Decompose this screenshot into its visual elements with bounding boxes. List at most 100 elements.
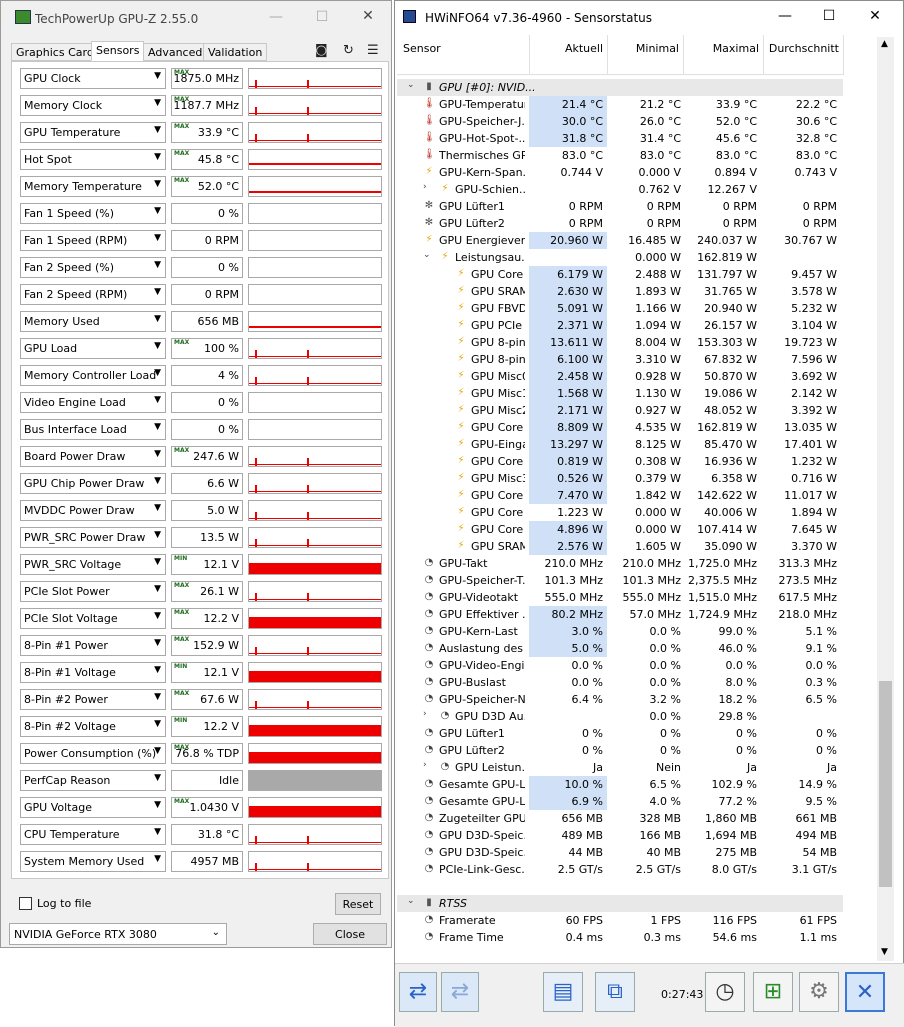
- sensor-row[interactable]: ⚡ GPU Core (N... 1.223 W 0.000 W 40.006 W 1.8…: [397, 504, 843, 521]
- scroll-down-icon[interactable]: ▼: [881, 947, 888, 957]
- log-to-file[interactable]: Log to file: [19, 896, 139, 912]
- sensor-name-dropdown[interactable]: Hot Spot ▼: [20, 149, 166, 170]
- sensor-row[interactable]: ◔ Auslastung des ... 5.0 % 0.0 % 46.0 % 9.1 %: [397, 640, 843, 657]
- add-log-icon[interactable]: ⊞: [753, 972, 793, 1012]
- sensor-row[interactable]: ⚡ GPU Core (N... 8.809 W 4.535 W 162.819 W 13…: [397, 419, 843, 436]
- expand-icon[interactable]: ›: [423, 760, 427, 770]
- sensor-row[interactable]: ⚡ GPU 8-pin #... 6.100 W 3.310 W 67.832 W 7.5…: [397, 351, 843, 368]
- sensor-name-dropdown[interactable]: Bus Interface Load ▼: [20, 419, 166, 440]
- sensor-row[interactable]: › ◔ GPU Leistun... Ja Nein Ja Ja: [397, 759, 843, 776]
- sensor-name-dropdown[interactable]: Fan 2 Speed (RPM) ▼: [20, 284, 166, 305]
- nav-arrows-icon[interactable]: ⇄: [399, 972, 437, 1012]
- sensor-name-dropdown[interactable]: PCIe Slot Voltage ▼: [20, 608, 166, 629]
- tab-sensors[interactable]: Sensors: [91, 41, 145, 61]
- sensor-name-dropdown[interactable]: GPU Temperature ▼: [20, 122, 166, 143]
- close-sensors-icon[interactable]: ✕: [845, 972, 885, 1012]
- sensor-row[interactable]: ◔ GPU Lüfter1 0 % 0 % 0 % 0 %: [397, 725, 843, 742]
- report-icon[interactable]: ▤: [543, 972, 583, 1012]
- nav-arrows-disabled-icon[interactable]: ⇄: [441, 972, 479, 1012]
- sensor-row[interactable]: ◔ GPU-Speicher-N... 6.4 % 3.2 % 18.2 % 6.5 %: [397, 691, 843, 708]
- sensor-row[interactable]: ✻ GPU Lüfter2 0 RPM 0 RPM 0 RPM 0 RPM: [397, 215, 843, 232]
- sensor-row[interactable]: ◔ GPU Effektiver ... 80.2 MHz 57.0 MHz 1,724…: [397, 606, 843, 623]
- sensor-row[interactable]: 🌡 GPU-Temperatur 21.4 °C 21.2 °C 33.9 °C 22.2…: [397, 96, 843, 113]
- sensor-row[interactable]: ⚡ GPU PCIe +... 2.371 W 1.094 W 26.157 W 3.10…: [397, 317, 843, 334]
- sensor-row[interactable]: ⚡ GPU Core (N... 4.896 W 0.000 W 107.414 W 7.…: [397, 521, 843, 538]
- sensor-row[interactable]: › ⚡ GPU-Schien... 0.762 V 12.267 V: [397, 181, 843, 198]
- sensor-row[interactable]: ⚡ GPU Core (N... 7.470 W 1.842 W 142.622 W 11…: [397, 487, 843, 504]
- sensor-row[interactable]: ◔ Framerate 60 FPS 1 FPS 116 FPS 61 FPS: [397, 912, 843, 929]
- sensor-row[interactable]: › ◔ GPU D3D Au... 0.0 % 29.8 %: [397, 708, 843, 725]
- minimize-icon[interactable]: —: [269, 9, 283, 25]
- collapse-icon[interactable]: ⌄: [423, 250, 431, 260]
- sensor-name-dropdown[interactable]: CPU Temperature ▼: [20, 824, 166, 845]
- sensor-name-dropdown[interactable]: 8-Pin #2 Power ▼: [20, 689, 166, 710]
- sensor-name-dropdown[interactable]: 8-Pin #1 Power ▼: [20, 635, 166, 656]
- expand-icon[interactable]: ›: [423, 709, 427, 719]
- sensor-row[interactable]: ◔ GPU-Takt 210.0 MHz 210.0 MHz 1,725.0 MHz 31…: [397, 555, 843, 572]
- header-minimal[interactable]: Minimal: [635, 42, 679, 55]
- sensor-row[interactable]: ⚡ GPU 8-pin #... 13.611 W 8.004 W 153.303 W 1…: [397, 334, 843, 351]
- sensor-row[interactable]: ◔ Zugeteilter GPU... 656 MB 328 MB 1,860 MB 6…: [397, 810, 843, 827]
- sensor-row[interactable]: ⚡ GPU Core (N... 6.179 W 2.488 W 131.797 W 9.…: [397, 266, 843, 283]
- sensor-name-dropdown[interactable]: 8-Pin #1 Voltage ▼: [20, 662, 166, 683]
- maximize-icon[interactable]: ☐: [315, 9, 329, 25]
- network-icon[interactable]: ⧉: [595, 972, 635, 1012]
- sensor-row[interactable]: ⚡ GPU Misc3 Ei... 0.526 W 0.379 W 6.358 W 0.7…: [397, 470, 843, 487]
- settings-gear-icon[interactable]: ⚙: [799, 972, 839, 1012]
- maximize-icon[interactable]: ☐: [822, 8, 836, 24]
- sensor-row[interactable]: ⚡ GPU Core (N... 0.819 W 0.308 W 16.936 W 1.2…: [397, 453, 843, 470]
- sensor-group[interactable]: ⌄ ▮ GPU [#0]: NVID...: [397, 79, 843, 96]
- sensor-row[interactable]: ◔ GPU D3D-Speic... 489 MB 166 MB 1,694 MB 494…: [397, 827, 843, 844]
- sensor-row[interactable]: ⚡ GPU-Kern-Span... 0.744 V 0.000 V 0.894 V 0.…: [397, 164, 843, 181]
- sensor-name-dropdown[interactable]: Memory Used ▼: [20, 311, 166, 332]
- close-icon[interactable]: ✕: [362, 8, 374, 24]
- sensor-row[interactable]: ◔ GPU-Videotakt 555.0 MHz 555.0 MHz 1,515.0 …: [397, 589, 843, 606]
- sensor-name-dropdown[interactable]: GPU Clock ▼: [20, 68, 166, 89]
- scroll-up-icon[interactable]: ▲: [881, 39, 888, 49]
- sensor-row[interactable]: ◔ GPU-Buslast 0.0 % 0.0 % 8.0 % 0.3 %: [397, 674, 843, 691]
- sensor-name-dropdown[interactable]: Video Engine Load ▼: [20, 392, 166, 413]
- scroll-thumb[interactable]: [879, 681, 892, 887]
- sensor-row[interactable]: ◔ GPU Lüfter2 0 % 0 % 0 % 0 %: [397, 742, 843, 759]
- sensor-row[interactable]: 🌡 GPU-Hot-Spot-... 31.8 °C 31.4 °C 45.6 °C 32…: [397, 130, 843, 147]
- close-button[interactable]: Close: [313, 923, 387, 945]
- sensor-row[interactable]: ◔ GPU D3D-Speic... 44 MB 40 MB 275 MB 54 MB: [397, 844, 843, 861]
- reset-button[interactable]: Reset: [335, 893, 381, 915]
- sensor-name-dropdown[interactable]: PWR_SRC Voltage ▼: [20, 554, 166, 575]
- collapse-icon[interactable]: ⌄: [407, 80, 415, 90]
- tab-validation[interactable]: Validation: [203, 43, 268, 61]
- sensor-row[interactable]: ◔ Gesamte GPU-L... 6.9 % 4.0 % 77.2 % 9.5 %: [397, 793, 843, 810]
- sensor-row[interactable]: ◔ GPU-Kern-Last 3.0 % 0.0 % 99.0 % 5.1 %: [397, 623, 843, 640]
- sensor-name-dropdown[interactable]: GPU Voltage ▼: [20, 797, 166, 818]
- tab-graphics-card[interactable]: Graphics Card: [11, 43, 99, 61]
- camera-icon[interactable]: ◙: [315, 43, 328, 58]
- tab-advanced[interactable]: Advanced: [143, 43, 208, 61]
- sensor-row[interactable]: ◔ GPU-Video-Engi... 0.0 % 0.0 % 0.0 % 0.0 %: [397, 657, 843, 674]
- sensor-row[interactable]: ⚡ GPU SRAM E... 2.630 W 1.893 W 31.765 W 3.57…: [397, 283, 843, 300]
- sensor-row[interactable]: ⚡ GPU-Eingan... 13.297 W 8.125 W 85.470 W 17.…: [397, 436, 843, 453]
- minimize-icon[interactable]: —: [778, 8, 792, 24]
- close-icon[interactable]: ✕: [869, 8, 881, 24]
- gpu-select[interactable]: NVIDIA GeForce RTX 3080 ⌄: [9, 923, 227, 945]
- sensor-row[interactable]: ⚡ GPU SRAM ... 2.576 W 1.605 W 35.090 W 3.370…: [397, 538, 843, 555]
- sensor-name-dropdown[interactable]: GPU Chip Power Draw ▼: [20, 473, 166, 494]
- sensor-row[interactable]: ◔ Gesamte GPU-L... 10.0 % 6.5 % 102.9 % 14.9 …: [397, 776, 843, 793]
- sensor-name-dropdown[interactable]: Memory Clock ▼: [20, 95, 166, 116]
- header-durchschnitt[interactable]: Durchschnitt: [768, 42, 839, 55]
- sensor-name-dropdown[interactable]: PerfCap Reason ▼: [20, 770, 166, 791]
- sensor-name-dropdown[interactable]: 8-Pin #2 Voltage ▼: [20, 716, 166, 737]
- sensor-name-dropdown[interactable]: Fan 1 Speed (%) ▼: [20, 203, 166, 224]
- refresh-icon[interactable]: ↻: [343, 43, 354, 58]
- sensor-row[interactable]: ⚡ GPU Energiever... 20.960 W 16.485 W 240.03…: [397, 232, 843, 249]
- sensor-name-dropdown[interactable]: PWR_SRC Power Draw ▼: [20, 527, 166, 548]
- scrollbar[interactable]: ▲ ▼: [877, 37, 894, 961]
- sensor-row[interactable]: ✻ GPU Lüfter1 0 RPM 0 RPM 0 RPM 0 RPM: [397, 198, 843, 215]
- sensor-name-dropdown[interactable]: Fan 2 Speed (%) ▼: [20, 257, 166, 278]
- log-checkbox[interactable]: [19, 897, 32, 910]
- header-maximal[interactable]: Maximal: [712, 42, 759, 55]
- sensor-name-dropdown[interactable]: Board Power Draw ▼: [20, 446, 166, 467]
- header-aktuell[interactable]: Aktuell: [564, 42, 603, 55]
- sensor-row[interactable]: ◔ Frame Time 0.4 ms 0.3 ms 54.6 ms 1.1 ms: [397, 929, 843, 946]
